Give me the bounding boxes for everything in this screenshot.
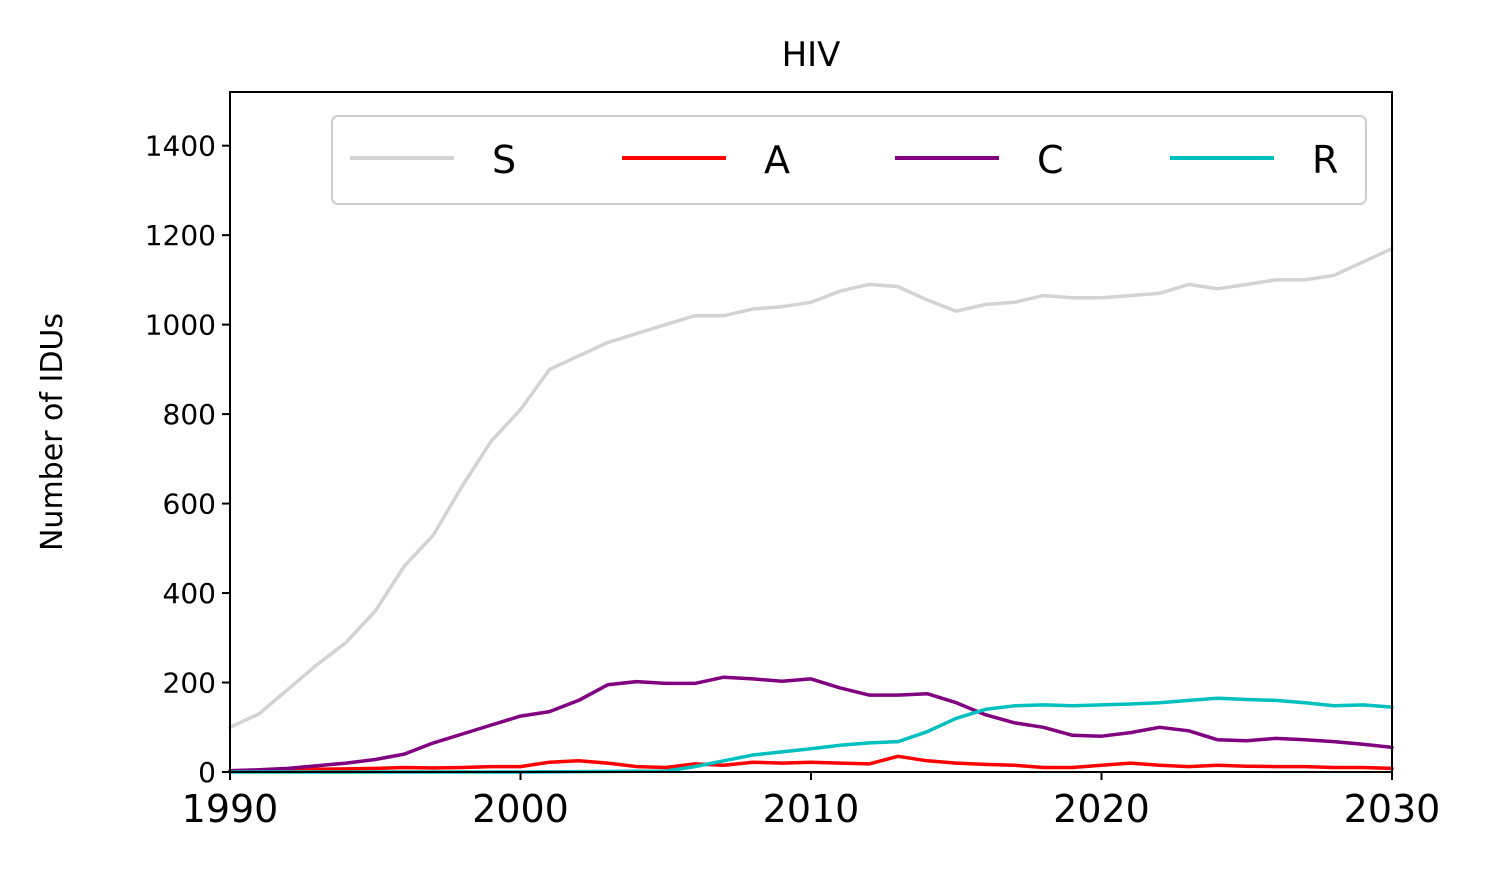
y-tick-label: 1400 [145,130,216,163]
legend-box [331,115,1367,205]
series-line-a [228,754,1394,773]
y-tick-label: 1200 [145,219,216,252]
y-tick-label: 1000 [145,309,216,342]
y-tick-label: 200 [163,667,216,700]
series-line-r [228,696,1394,774]
y-tick-label: 600 [163,488,216,521]
y-axis-label: Number of IDUs [35,313,70,551]
x-tick-label: 2030 [1344,787,1441,831]
legend-label-r: R [1312,138,1338,182]
x-tick-label: 2000 [472,787,569,831]
legend-label-c: C [1037,138,1064,182]
x-tick-label: 2010 [763,787,860,831]
legend-label-s: S [492,138,516,182]
y-axis: 0 200 400 600 800 1000 1200 1400 [145,130,230,789]
y-tick-label: 400 [163,577,216,610]
x-tick-label: 1990 [182,787,279,831]
series-line-c [228,675,1394,773]
x-tick-label: 2020 [1053,787,1150,831]
legend-label-a: A [764,138,790,182]
series-layer [228,246,1394,774]
chart-title: HIV [782,35,841,75]
x-axis: 1990 2000 2010 2020 2030 [182,772,1441,831]
series-line-s [228,246,1394,730]
y-tick-label: 800 [163,398,216,431]
y-tick-label: 0 [198,756,216,789]
